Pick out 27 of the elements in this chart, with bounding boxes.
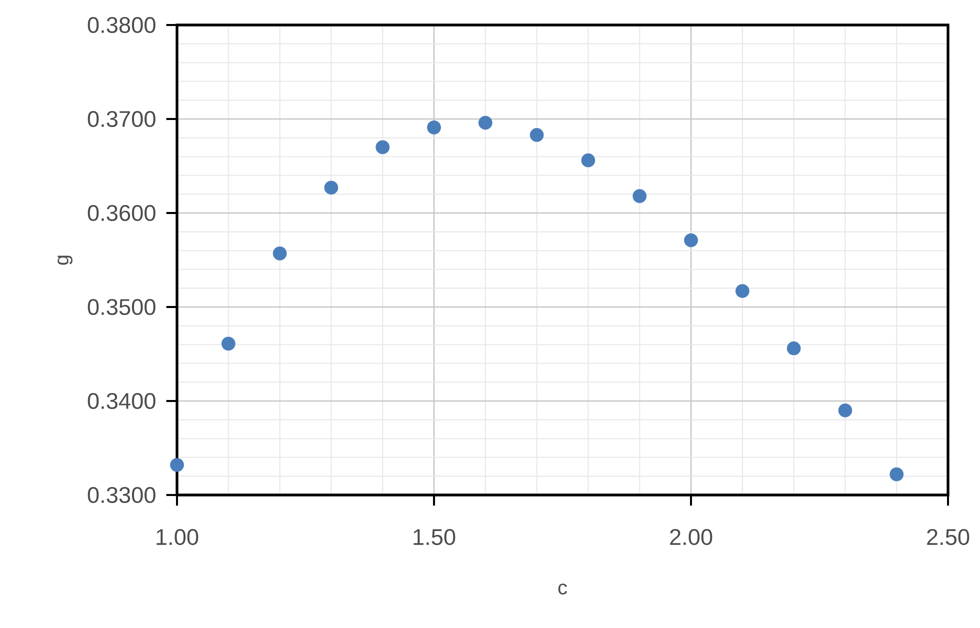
y-tick-label: 0.3800 [88,16,156,34]
y-tick-label: 0.3300 [88,486,156,504]
point [324,180,338,195]
point [735,284,750,298]
y-tick-label: 0.3700 [88,110,156,128]
point [272,246,287,260]
y-tick-label: 0.3600 [88,204,156,222]
y-tick-label: 0.3500 [88,298,156,316]
y-tick-label: 0.3400 [88,392,156,410]
point [478,116,492,130]
x-tick-label: 2.00 [670,529,712,546]
point [376,140,390,154]
point [890,467,904,482]
point [530,128,544,142]
x-tick-label: 1.50 [414,529,456,546]
x-axis-title: c [558,584,567,595]
point [221,336,236,351]
point [786,341,801,356]
point [427,120,441,134]
point [170,458,184,472]
point [581,153,596,168]
point [632,189,647,204]
x-tick-label: 2.50 [927,529,970,546]
x-tick-label: 1.00 [156,529,198,546]
point [684,233,698,248]
point [838,403,852,418]
y-axis-title: g [58,256,72,265]
